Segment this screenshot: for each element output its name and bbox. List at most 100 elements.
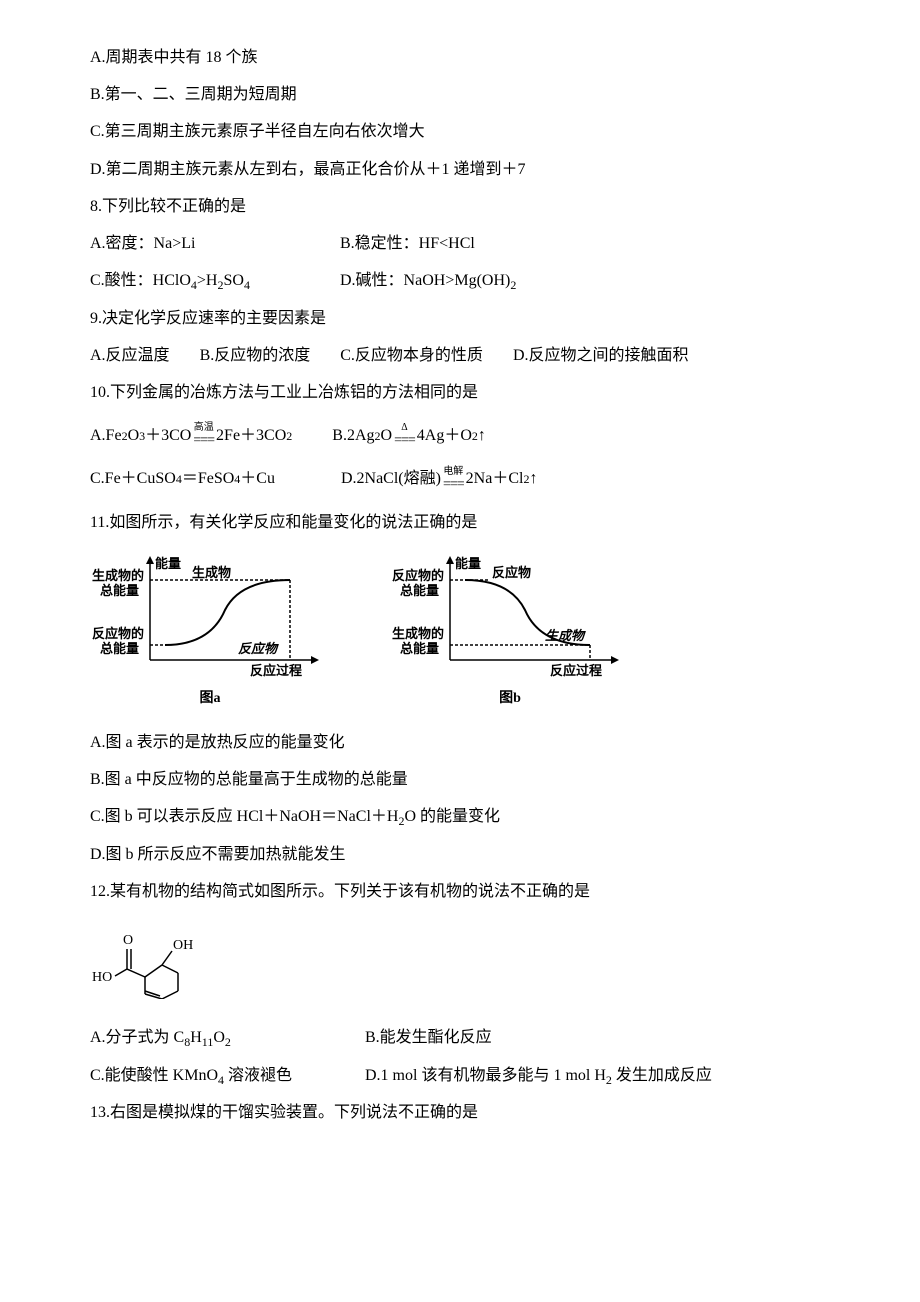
q8-option-b: B.稳定性：HF<HCl [340, 226, 475, 261]
svg-text:能量: 能量 [455, 556, 481, 571]
svg-text:生成物的: 生成物的 [392, 626, 444, 641]
svg-text:O: O [123, 933, 133, 948]
q12-c-pre: C.能使酸性 KMnO [90, 1067, 218, 1084]
svg-text:能量: 能量 [155, 556, 181, 571]
q12-option-d: D.1 mol 该有机物最多能与 1 mol H2 发生加成反应 [365, 1058, 712, 1094]
svg-text:HO: HO [92, 970, 112, 985]
q8-d-pre: D.碱性：NaOH>Mg(OH) [340, 272, 510, 289]
q11-option-c: C.图 b 可以表示反应 HCl＋NaOH＝NaCl＋H2O 的能量变化 [90, 799, 830, 835]
q11-diagrams: 能量 生成物 生成物的 总能量 反应物的 总能量 反应物 反应过程 图a 能量 … [90, 550, 830, 715]
diagram-a-caption: 图a [200, 684, 221, 715]
q9-stem: 9.决定化学反应速率的主要因素是 [90, 301, 830, 336]
svg-text:反应物: 反应物 [238, 641, 279, 656]
q9-option-a: A.反应温度 [90, 338, 170, 373]
q10-a-post: 2Fe＋3CO [216, 418, 286, 453]
diagram-b-caption: 图b [499, 684, 521, 715]
q11-c-pre: C.图 b 可以表示反应 HCl＋NaOH＝NaCl＋H [90, 808, 398, 825]
svg-text:总能量: 总能量 [100, 641, 139, 656]
q10-row1: A.Fe2O3＋3CO 高温 === 2Fe＋3CO2 B.2Ag2O Δ ==… [90, 418, 830, 453]
svg-text:反应物: 反应物 [492, 565, 531, 580]
q11-option-a: A.图 a 表示的是放热反应的能量变化 [90, 725, 830, 760]
q12-a-mid: H [190, 1029, 202, 1046]
q12-stem: 12.某有机物的结构简式如图所示。下列关于该有机物的说法不正确的是 [90, 874, 830, 909]
q9-option-b: B.反应物的浓度 [200, 338, 311, 373]
q8-options-row1: A.密度：Na>Li B.稳定性：HF<HCl [90, 226, 830, 261]
q10-option-c: C.Fe＋CuSO4＝FeSO4＋Cu [90, 461, 275, 496]
q12-a-pre: A.分子式为 C [90, 1029, 184, 1046]
q10-b-post: 4Ag＋O [417, 418, 472, 453]
q12-d-post: 发生加成反应 [612, 1067, 712, 1084]
svg-text:反应物的: 反应物的 [392, 568, 444, 583]
q11-option-d: D.图 b 所示反应不需要加热就能发生 [90, 837, 830, 872]
q7-option-c: C.第三周期主族元素原子半径自左向右依次增大 [90, 114, 830, 149]
q10-c-pre: C.Fe＋CuSO [90, 461, 176, 496]
q12-option-b: B.能发生酯化反应 [365, 1020, 492, 1056]
q7-option-d: D.第二周期主族元素从左到右，最高正化合价从＋1 递增到＋7 [90, 152, 830, 187]
q8-c-pre: C.酸性：HClO [90, 272, 191, 289]
svg-text:总能量: 总能量 [100, 583, 139, 598]
q10-a-mid2: ＋3CO [145, 418, 191, 453]
q10-option-a: A.Fe2O3＋3CO 高温 === 2Fe＋3CO2 [90, 418, 292, 453]
q7-option-b: B.第一、二、三周期为短周期 [90, 77, 830, 112]
q13-stem: 13.右图是模拟煤的干馏实验装置。下列说法不正确的是 [90, 1095, 830, 1130]
svg-text:反应过程: 反应过程 [550, 663, 602, 678]
q10-d-arrow: ↑ [529, 461, 537, 496]
q10-option-d: D.2NaCl(熔融) 电解 === 2Na＋Cl2↑ [341, 461, 537, 496]
q11-option-b: B.图 a 中反应物的总能量高于生成物的总能量 [90, 762, 830, 797]
q10-a-mid1: O [128, 418, 140, 453]
q12-options-row2: C.能使酸性 KMnO4 溶液褪色 D.1 mol 该有机物最多能与 1 mol… [90, 1058, 830, 1094]
svg-text:总能量: 总能量 [400, 641, 439, 656]
q10-a-eq: === [193, 434, 214, 448]
q12-option-a: A.分子式为 C8H11O2 [90, 1020, 335, 1056]
svg-text:OH: OH [173, 938, 193, 953]
energy-diagram-a-svg: 能量 生成物 生成物的 总能量 反应物的 总能量 反应物 反应过程 [90, 550, 330, 680]
svg-text:生成物: 生成物 [192, 565, 231, 580]
svg-text:总能量: 总能量 [400, 583, 439, 598]
q12-option-c: C.能使酸性 KMnO4 溶液褪色 [90, 1058, 335, 1094]
q10-b-arrow: ↑ [478, 418, 486, 453]
q10-d-post: 2Na＋Cl [466, 461, 524, 496]
q10-c-post: ＋Cu [240, 461, 275, 496]
q11-diagram-a: 能量 生成物 生成物的 总能量 反应物的 总能量 反应物 反应过程 图a [90, 550, 330, 715]
svg-text:生成物: 生成物 [545, 628, 586, 643]
q8-option-a: A.密度：Na>Li [90, 226, 310, 261]
energy-diagram-b-svg: 能量 反应物 反应物的 总能量 生成物的 总能量 生成物 反应过程 [390, 550, 630, 680]
q12-d-pre: D.1 mol 该有机物最多能与 1 mol H [365, 1067, 606, 1084]
svg-text:生成物的: 生成物的 [92, 568, 144, 583]
q8-option-c: C.酸性：HClO4>H2SO4 [90, 263, 310, 299]
q10-a-cond-text: 高温 [194, 423, 214, 433]
q10-b-cond-text: Δ [401, 423, 407, 433]
q9-option-c: C.反应物本身的性质 [340, 338, 483, 373]
q10-d-eq: === [443, 478, 464, 492]
svg-text:反应物的: 反应物的 [92, 626, 144, 641]
q11-c-post: O 的能量变化 [404, 808, 500, 825]
q7-option-a: A.周期表中共有 18 个族 [90, 40, 830, 75]
q11-diagram-b: 能量 反应物 反应物的 总能量 生成物的 总能量 生成物 反应过程 图b [390, 550, 630, 715]
q10-option-b: B.2Ag2O Δ === 4Ag＋O2↑ [332, 418, 486, 453]
q8-c-suf: SO [223, 272, 243, 289]
q10-b-pre: B.2Ag [332, 418, 374, 453]
q12-options-row1: A.分子式为 C8H11O2 B.能发生酯化反应 [90, 1020, 830, 1056]
q9-options: A.反应温度 B.反应物的浓度 C.反应物本身的性质 D.反应物之间的接触面积 [90, 338, 830, 373]
q10-b-mid: O [381, 418, 393, 453]
q12-a-post: O [213, 1029, 225, 1046]
q12-c-post: 溶液褪色 [224, 1067, 292, 1084]
q10-d-pre: D.2NaCl(熔融) [341, 461, 441, 496]
q10-b-cond: Δ === [394, 423, 415, 448]
q10-a-pre: A.Fe [90, 418, 122, 453]
q9-option-d: D.反应物之间的接触面积 [513, 338, 689, 373]
q8-options-row2: C.酸性：HClO4>H2SO4 D.碱性：NaOH>Mg(OH)2 [90, 263, 830, 299]
q10-a-cond: 高温 === [193, 423, 214, 448]
q12-structure-svg: HO O OH [90, 919, 210, 999]
q10-stem: 10.下列金属的冶炼方法与工业上冶炼铝的方法相同的是 [90, 375, 830, 410]
q8-c-mid: >H [197, 272, 218, 289]
q8-stem: 8.下列比较不正确的是 [90, 189, 830, 224]
q11-stem: 11.如图所示，有关化学反应和能量变化的说法正确的是 [90, 505, 830, 540]
q10-d-cond: 电解 === [443, 467, 464, 492]
q10-c-mid: ＝FeSO [182, 461, 234, 496]
q10-row2: C.Fe＋CuSO4＝FeSO4＋Cu D.2NaCl(熔融) 电解 === 2… [90, 461, 830, 496]
q10-d-cond-text: 电解 [443, 467, 463, 477]
q8-option-d: D.碱性：NaOH>Mg(OH)2 [340, 263, 516, 299]
svg-text:反应过程: 反应过程 [250, 663, 302, 678]
q10-b-eq: === [394, 434, 415, 448]
